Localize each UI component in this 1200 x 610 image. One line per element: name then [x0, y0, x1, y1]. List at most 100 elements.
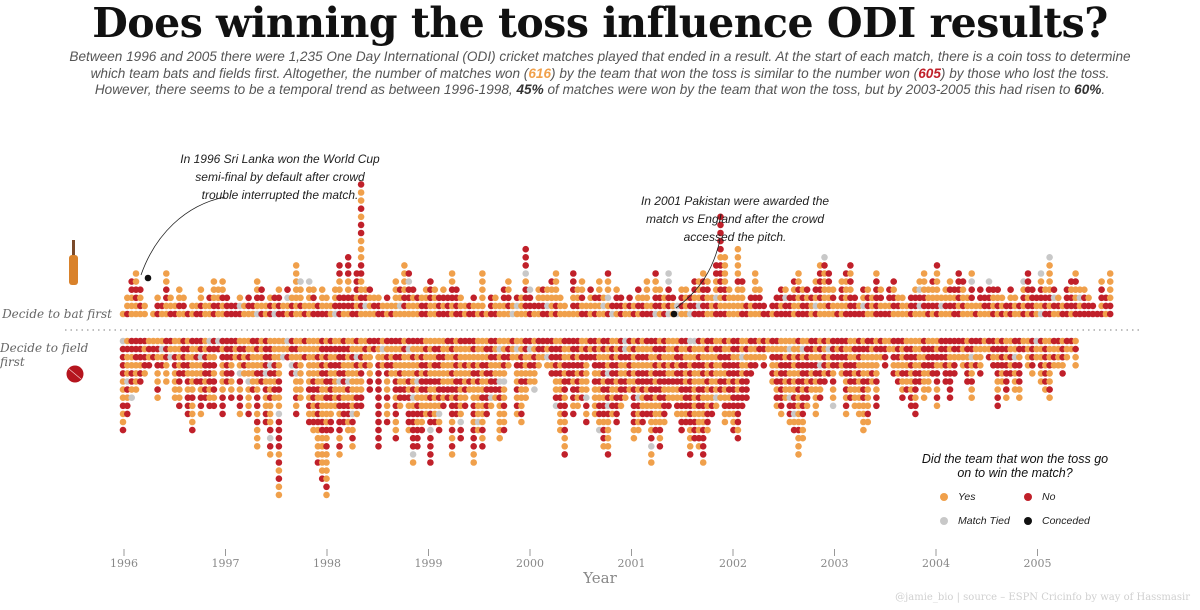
subtitle-line-2: which team bats and fields first. Altoge…	[60, 66, 1140, 83]
match-dot	[561, 451, 568, 458]
subtitle-text: of matches were won by the team that won…	[543, 82, 1075, 97]
match-dot	[522, 394, 529, 402]
match-dot	[266, 426, 274, 434]
match-dot	[1059, 362, 1066, 369]
match-dot	[946, 378, 954, 385]
match-dot	[418, 426, 426, 434]
match-dot	[977, 353, 984, 361]
source-credit: @jamie_bio | source – ESPN Cricinfo by w…	[895, 592, 1190, 603]
match-dot	[526, 286, 534, 294]
match-dot	[414, 443, 421, 450]
match-dot	[496, 434, 504, 442]
match-dot	[163, 286, 170, 294]
match-dot	[1089, 302, 1097, 310]
match-dot	[561, 386, 568, 393]
match-dot	[132, 386, 140, 393]
match-dot	[336, 278, 343, 285]
match-dot	[357, 245, 365, 253]
match-dot	[292, 402, 300, 410]
x-axis: 1996 1997 1998 1999 2000 2001 2002 2003 2004 2005	[110, 549, 1052, 570]
match-dot	[721, 253, 729, 261]
match-dot	[435, 426, 443, 434]
match-dot	[968, 394, 975, 402]
match-dot	[210, 386, 218, 393]
match-dot	[561, 434, 568, 442]
match-dot	[1098, 278, 1105, 285]
match-dot	[656, 434, 664, 442]
match-dot	[665, 270, 672, 277]
match-dot	[626, 294, 633, 302]
match-dot	[219, 386, 226, 393]
match-dot	[1059, 370, 1066, 377]
match-dot	[583, 402, 590, 410]
match-dot	[1046, 262, 1053, 269]
match-dot	[686, 451, 694, 458]
subtitle-text: ) by those who lost the toss.	[940, 65, 1110, 81]
match-dot	[219, 278, 226, 285]
match-dot	[366, 362, 374, 369]
match-dot	[344, 286, 352, 294]
match-dot	[734, 418, 742, 426]
match-dot	[578, 286, 586, 294]
match-dot	[427, 278, 434, 285]
match-dot	[349, 426, 356, 434]
match-dot	[253, 434, 261, 442]
match-dot	[847, 270, 854, 277]
match-dot	[799, 434, 807, 442]
match-dot	[392, 426, 400, 434]
match-dot	[479, 278, 486, 285]
match-dot	[392, 434, 400, 442]
match-dot	[137, 286, 144, 294]
match-dot	[163, 362, 170, 369]
x-tick-label: 2001	[618, 557, 646, 570]
match-dot	[292, 262, 300, 269]
match-dot	[933, 386, 941, 393]
match-dot	[396, 402, 404, 410]
match-dot	[933, 278, 941, 285]
no-count: 605	[918, 65, 941, 81]
match-dot	[297, 286, 304, 294]
match-dot	[795, 270, 802, 277]
match-dot	[570, 410, 577, 418]
match-dot	[210, 402, 218, 410]
match-dot	[375, 386, 382, 393]
match-dot	[665, 278, 672, 285]
match-dot	[383, 378, 391, 385]
match-dot	[743, 378, 750, 385]
match-dot	[180, 294, 187, 302]
match-dot	[448, 426, 456, 434]
match-dot	[167, 294, 174, 302]
match-dot	[228, 370, 235, 377]
match-dot	[176, 386, 183, 393]
match-dot	[357, 197, 365, 204]
match-dot	[821, 378, 828, 385]
match-dot	[998, 294, 1006, 302]
conceded-dot-2001	[670, 310, 678, 318]
match-dot	[189, 426, 196, 434]
match-dot	[236, 294, 244, 302]
match-dot	[219, 410, 226, 418]
match-dot	[604, 443, 612, 450]
subtitle-text: .	[1101, 82, 1106, 97]
match-dot	[457, 294, 465, 302]
match-dot	[648, 443, 655, 450]
match-dot	[864, 410, 872, 418]
match-dot	[440, 286, 447, 294]
match-dot	[297, 362, 304, 369]
match-dot	[479, 294, 486, 302]
match-dot	[275, 378, 283, 385]
match-dot	[1037, 270, 1045, 277]
match-dot	[535, 362, 542, 369]
match-dot	[1050, 286, 1058, 294]
match-dot	[479, 434, 486, 442]
legend-no: No	[1024, 491, 1055, 503]
match-dot	[457, 418, 465, 426]
match-dot	[483, 410, 491, 418]
match-dot	[873, 278, 880, 285]
match-dot	[552, 286, 560, 294]
match-dot	[873, 378, 880, 385]
match-dot	[479, 418, 486, 426]
match-dot	[327, 426, 335, 434]
match-dot	[357, 205, 365, 212]
x-tick-label: 2002	[719, 557, 747, 570]
